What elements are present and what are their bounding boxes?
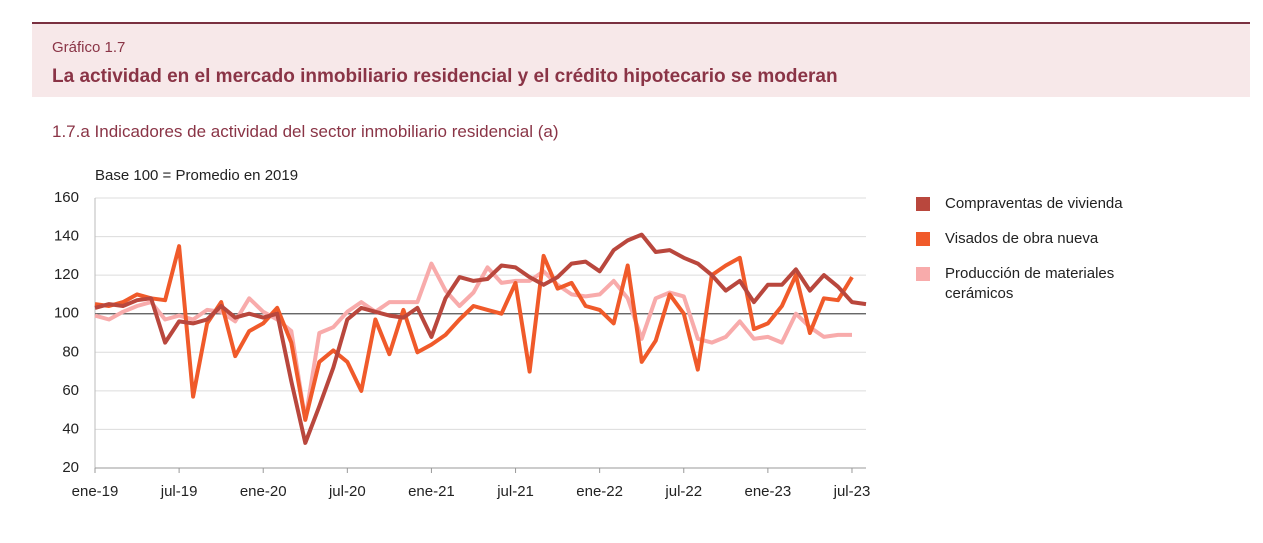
y-tick-label: 140 — [54, 228, 79, 245]
x-tick-label: ene-22 — [576, 483, 623, 500]
x-tick-label: jul-21 — [496, 483, 534, 500]
figure-title: La actividad en el mercado inmobiliario … — [52, 66, 838, 87]
figure-label: Gráfico 1.7 — [52, 39, 126, 56]
y-tick-label: 160 — [54, 189, 79, 206]
y-tick-label: 20 — [62, 459, 79, 476]
x-tick-label: ene-21 — [408, 483, 455, 500]
legend-swatch — [916, 267, 930, 281]
x-tick-label: jul-22 — [664, 483, 702, 500]
x-tick-label: ene-19 — [72, 483, 119, 500]
legend-label: Visados de obra nueva — [945, 230, 1099, 247]
y-tick-label: 80 — [62, 343, 79, 360]
y-axis-label: Base 100 = Promedio en 2019 — [95, 167, 298, 184]
x-tick-label: ene-23 — [745, 483, 792, 500]
series-line — [94, 232, 867, 445]
x-tick-label: jul-23 — [833, 483, 871, 500]
chart-title: 1.7.a Indicadores de actividad del secto… — [52, 122, 559, 141]
legend: Compraventas de vivienda Visados de obra … — [916, 194, 1156, 319]
x-tick-label: ene-20 — [240, 483, 287, 500]
legend-item: Visados de obra nueva — [916, 229, 1145, 249]
legend-label: Producción de materiales cerámicos — [945, 265, 1115, 302]
legend-label: Compraventas de vivienda — [945, 195, 1123, 212]
legend-item: Producción de materiales cerámicos — [916, 264, 1145, 304]
series-line — [94, 261, 852, 422]
legend-swatch — [916, 197, 930, 211]
x-tick-label: jul-20 — [328, 483, 366, 500]
legend-item: Compraventas de vivienda — [916, 194, 1145, 214]
legend-swatch — [916, 232, 930, 246]
y-tick-label: 120 — [54, 266, 79, 283]
series-line — [94, 244, 854, 422]
header: Gráfico 1.7 La actividad en el mercado i… — [32, 22, 1250, 97]
x-tick-label: jul-19 — [160, 483, 198, 500]
y-tick-label: 60 — [62, 382, 79, 399]
y-tick-label: 40 — [62, 420, 79, 437]
y-tick-label: 100 — [54, 305, 79, 322]
